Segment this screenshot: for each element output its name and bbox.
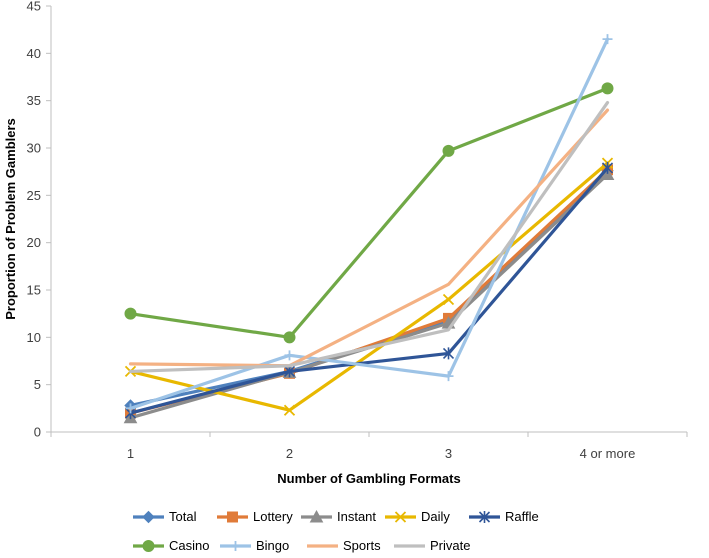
legend-item-private: Private xyxy=(394,538,470,553)
y-axis-title: Proportion of Problem Gamblers xyxy=(3,118,18,320)
legend-marker xyxy=(227,511,238,523)
x-tick-label: 3 xyxy=(445,446,452,461)
ticks: 0 5 10 15 20 25 30 35 40 45 1 2 3 4 or more xyxy=(27,0,688,461)
legend-item-lottery: Lottery xyxy=(217,509,293,524)
y-tick-label: 15 xyxy=(27,283,41,298)
y-tick-label: 20 xyxy=(27,235,41,250)
series-private xyxy=(128,100,610,374)
x-axis-title: Number of Gambling Formats xyxy=(277,471,460,486)
data-point-bingo xyxy=(443,371,454,382)
legend-label: Instant xyxy=(337,509,376,524)
y-tick-label: 35 xyxy=(27,93,41,108)
legend-item-total: Total xyxy=(133,509,197,524)
series-line-private xyxy=(128,100,610,374)
legend-label: Bingo xyxy=(256,538,289,553)
data-point-casino xyxy=(124,307,137,320)
legend-item-bingo: Bingo xyxy=(220,538,289,553)
legend-marker xyxy=(142,510,155,524)
legend-item-daily: Daily xyxy=(385,509,450,524)
legend-label: Private xyxy=(430,538,470,553)
series-line-sports xyxy=(128,108,610,368)
y-tick-label: 25 xyxy=(27,188,41,203)
y-tick-label: 45 xyxy=(27,0,41,14)
x-tick-label: 2 xyxy=(286,446,293,461)
data-point-bingo xyxy=(602,34,613,45)
legend-marker xyxy=(230,541,241,551)
series-bingo xyxy=(125,34,613,414)
legend: Total Lottery Instant Daily Raffle Casino Bing… xyxy=(133,509,539,553)
series-casino xyxy=(124,82,614,344)
legend-item-sports: Sports xyxy=(307,538,381,553)
legend-label: Total xyxy=(169,509,197,524)
data-point-raffle xyxy=(442,347,455,360)
series-line-raffle xyxy=(128,166,610,415)
legend-item-raffle: Raffle xyxy=(469,509,539,524)
series-line-bingo xyxy=(128,37,610,410)
legend-marker xyxy=(142,540,155,552)
series-line-instant xyxy=(128,172,610,420)
legend-item-instant: Instant xyxy=(301,509,376,524)
series-lottery xyxy=(125,164,613,419)
legend-marker xyxy=(478,511,491,523)
data-point-casino xyxy=(601,82,614,95)
legend-item-casino: Casino xyxy=(133,538,209,553)
series-sports xyxy=(128,108,610,368)
data-point-raffle xyxy=(283,365,296,378)
series xyxy=(123,34,615,424)
y-tick-label: 5 xyxy=(34,377,41,392)
data-point-daily xyxy=(442,293,455,306)
y-tick-label: 30 xyxy=(27,141,41,156)
data-point-bingo xyxy=(125,403,136,414)
series-daily xyxy=(124,157,614,416)
legend-label: Lottery xyxy=(253,509,293,524)
y-tick-label: 0 xyxy=(34,425,41,440)
legend-label: Sports xyxy=(343,538,381,553)
legend-label: Daily xyxy=(421,509,450,524)
legend-marker xyxy=(394,511,407,523)
y-tick-label: 10 xyxy=(27,330,41,345)
legend-marker xyxy=(309,509,324,523)
legend-label: Raffle xyxy=(505,509,539,524)
series-raffle xyxy=(124,161,614,420)
data-point-casino xyxy=(283,331,296,344)
data-point-instant xyxy=(600,167,615,181)
data-point-bingo xyxy=(284,350,295,361)
data-point-raffle xyxy=(601,161,614,174)
data-point-casino xyxy=(442,144,455,157)
legend-label: Casino xyxy=(169,538,209,553)
y-tick-label: 40 xyxy=(27,46,41,61)
x-tick-label: 4 or more xyxy=(580,446,636,461)
x-tick-label: 1 xyxy=(127,446,134,461)
series-line-casino xyxy=(128,86,610,339)
data-point-daily xyxy=(283,404,296,416)
series-line-daily xyxy=(128,161,610,412)
